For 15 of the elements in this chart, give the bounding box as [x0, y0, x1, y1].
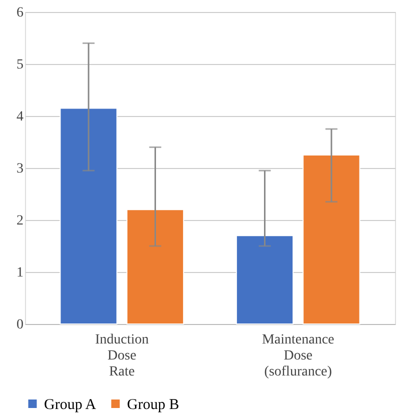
y-tick-label: 4: [16, 110, 24, 124]
y-tick-label: 1: [16, 266, 24, 280]
y-tick-label: 0: [16, 318, 24, 332]
y-tick-label: 2: [16, 214, 24, 228]
y-tick-label: 5: [16, 58, 24, 72]
y-tick-label: 6: [16, 6, 24, 20]
bar: [236, 235, 294, 324]
bar: [60, 108, 118, 324]
legend-label: Group A: [44, 396, 96, 413]
x-tick-label: Induction Dose Rate: [95, 332, 149, 380]
x-tick-label: Maintenance Dose (soflurance): [262, 332, 334, 380]
y-tick-label: 3: [16, 162, 24, 176]
bar: [302, 154, 360, 324]
bar: [126, 209, 184, 324]
legend-label: Group B: [127, 396, 180, 413]
